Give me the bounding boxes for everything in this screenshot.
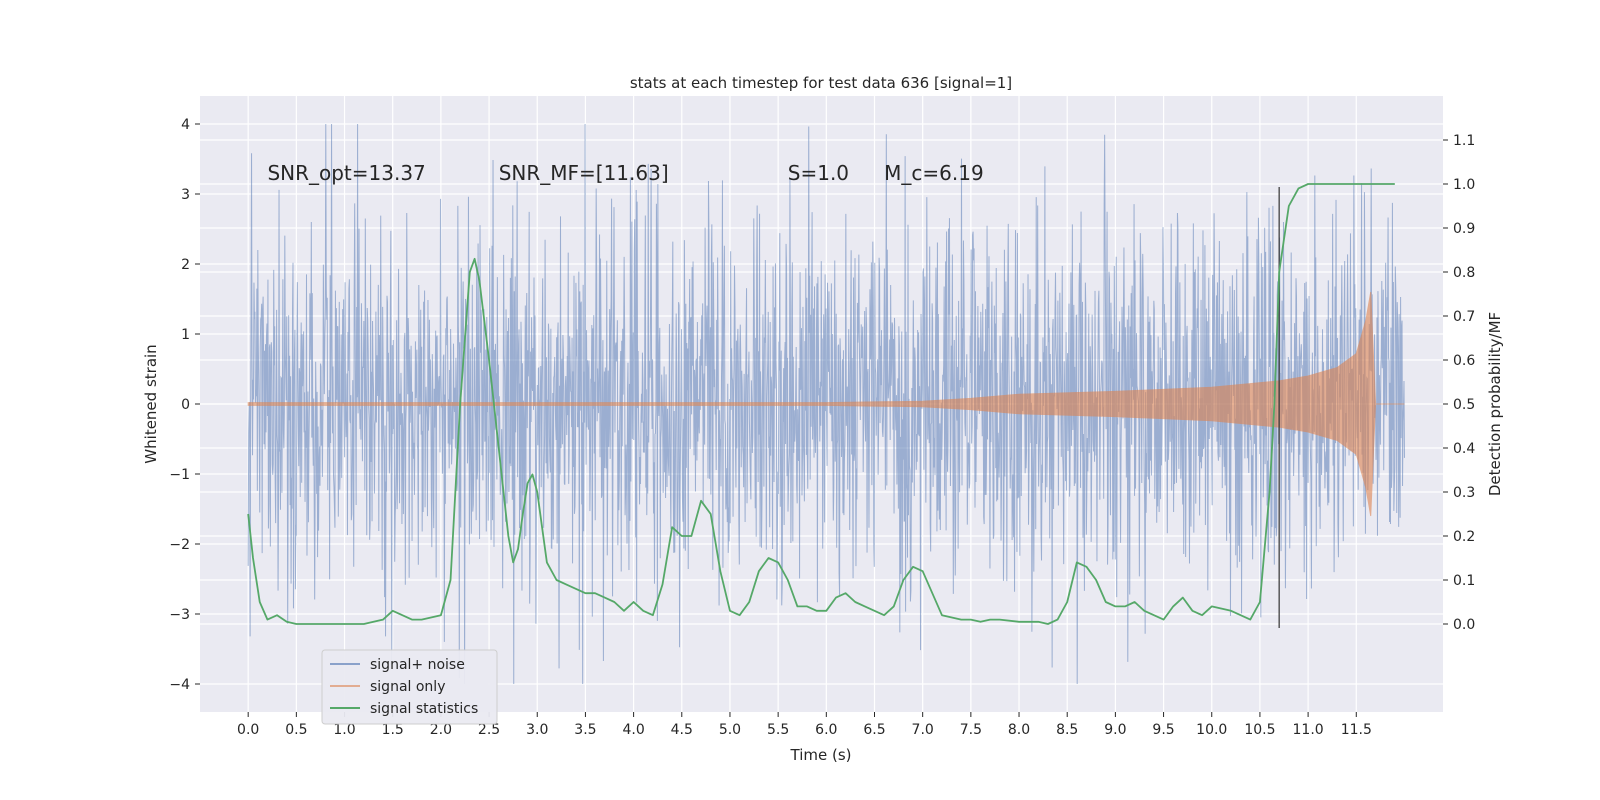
- x-tick-label: 4.0: [622, 722, 644, 738]
- x-tick-label: 1.5: [382, 722, 404, 738]
- x-tick-label: 3.5: [574, 722, 596, 738]
- y-tick-label: −2: [169, 537, 190, 553]
- y-right-axis-ticks: 0.0 0.1 0.2 0.3 0.4 0.5 0.6 0.7 0.8 0.9 1.0 1.1: [1443, 133, 1475, 633]
- y-right-tick-label: 0.7: [1453, 309, 1475, 325]
- y-tick-label: 0: [181, 397, 190, 413]
- x-tick-label: 7.5: [960, 722, 982, 738]
- x-tick-label: 2.5: [478, 722, 500, 738]
- y-tick-label: 2: [181, 257, 190, 273]
- annotation-snr-mf: SNR_MF=[11.63]: [499, 161, 669, 185]
- annotation-s-value: S=1.0: [788, 161, 849, 185]
- annotations: SNR_opt=13.37 SNR_MF=[11.63] S=1.0 M_c=6.19: [267, 161, 983, 185]
- y-right-tick-label: 0.8: [1453, 265, 1475, 281]
- signal-noise-series: [247, 123, 1405, 685]
- legend: signal+ noise signal only signal statist…: [321, 649, 498, 725]
- y-tick-label: −1: [169, 467, 190, 483]
- x-tick-label: 1.0: [333, 722, 355, 738]
- y-axis-ticks: −4 −3 −2 −1 0 1 2 3 4: [169, 117, 200, 693]
- x-tick-label: 9.0: [1104, 722, 1126, 738]
- y-right-tick-label: 0.2: [1453, 529, 1475, 545]
- y-right-tick-label: 0.3: [1453, 485, 1475, 501]
- x-tick-label: 3.0: [526, 722, 548, 738]
- y-right-axis-label: Detection probability/MF: [1486, 312, 1504, 496]
- x-axis-ticks: 0.0 0.5 1.0 1.5 2.0 2.5 3.0 3.5 4.0 4.5 5.0 5.5 6.0 6…: [237, 712, 1372, 738]
- legend-box: [321, 649, 498, 725]
- annotation-mc-value: M_c=6.19: [884, 161, 984, 185]
- x-tick-label: 0.5: [285, 722, 307, 738]
- x-tick-label: 2.0: [430, 722, 452, 738]
- y-tick-label: −4: [169, 677, 190, 693]
- signal-noise-line: [247, 123, 1405, 685]
- x-tick-label: 8.5: [1056, 722, 1078, 738]
- y-right-tick-label: 0.6: [1453, 353, 1475, 369]
- x-tick-label: 10.0: [1196, 722, 1227, 738]
- x-tick-label: 9.5: [1152, 722, 1174, 738]
- y-right-tick-label: 1.1: [1453, 133, 1475, 149]
- x-tick-label: 5.0: [719, 722, 741, 738]
- y-right-tick-label: 0.5: [1453, 397, 1475, 413]
- y-right-tick-label: 0.1: [1453, 573, 1475, 589]
- legend-label-signal-only: signal only: [370, 679, 445, 695]
- x-tick-label: 4.5: [671, 722, 693, 738]
- x-tick-label: 6.0: [815, 722, 837, 738]
- signal-only-band: [247, 291, 1405, 517]
- y-right-tick-label: 1.0: [1453, 177, 1475, 193]
- x-tick-label: 11.0: [1293, 722, 1324, 738]
- y-right-tick-label: 0.0: [1453, 617, 1475, 633]
- x-tick-label: 10.5: [1244, 722, 1275, 738]
- legend-label-signal-statistics: signal statistics: [370, 701, 478, 717]
- y-right-tick-label: 0.9: [1453, 221, 1475, 237]
- x-tick-label: 5.5: [767, 722, 789, 738]
- signal-statistics-series: [247, 183, 1395, 625]
- x-tick-label: 7.0: [912, 722, 934, 738]
- signal-statistics-line: [247, 183, 1395, 625]
- y-tick-label: −3: [169, 607, 190, 623]
- x-axis-label: Time (s): [790, 746, 852, 764]
- y-axis-label: Whitened strain: [142, 344, 160, 463]
- x-tick-label: 0.0: [237, 722, 259, 738]
- y-right-tick-label: 0.4: [1453, 441, 1475, 457]
- x-tick-label: 8.0: [1008, 722, 1030, 738]
- legend-label-signal-noise: signal+ noise: [370, 657, 465, 673]
- chart-title: stats at each timestep for test data 636…: [630, 74, 1012, 92]
- y-tick-label: 3: [181, 187, 190, 203]
- x-tick-label: 11.5: [1341, 722, 1372, 738]
- y-tick-label: 1: [181, 327, 190, 343]
- y-tick-label: 4: [181, 117, 190, 133]
- x-tick-label: 6.5: [863, 722, 885, 738]
- signal-only-series: [247, 291, 1405, 517]
- annotation-snr-opt: SNR_opt=13.37: [267, 161, 425, 185]
